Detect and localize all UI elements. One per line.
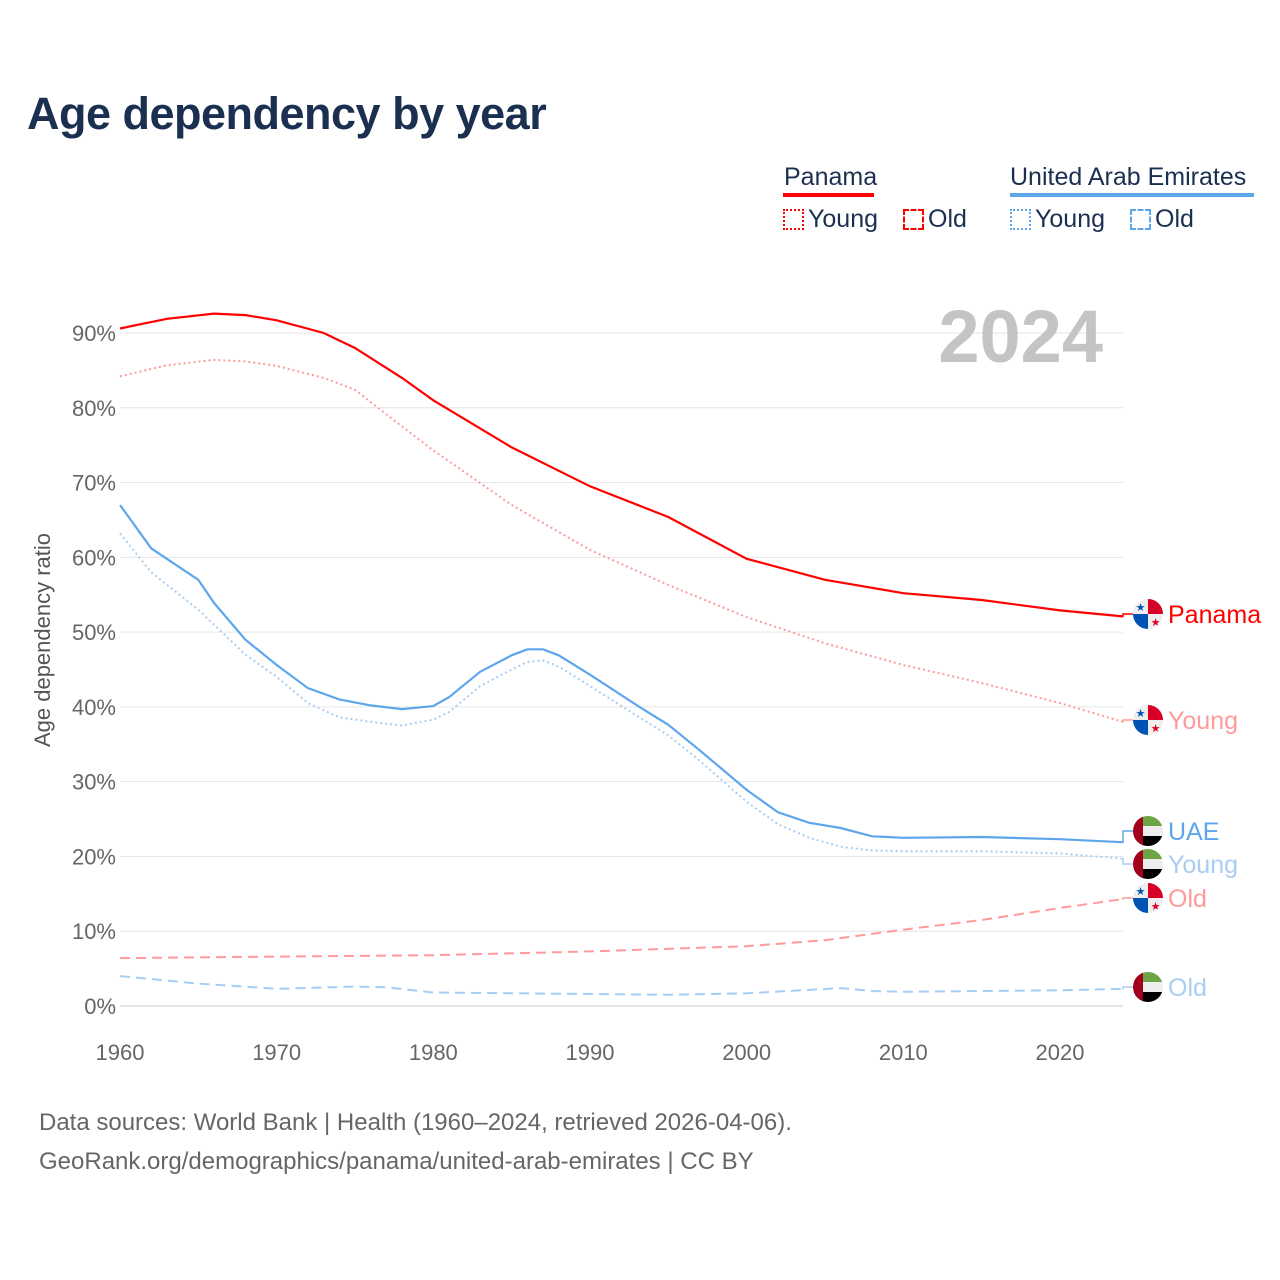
source-line-2[interactable]: GeoRank.org/demographics/panama/united-a… bbox=[39, 1148, 754, 1175]
svg-text:★: ★ bbox=[1136, 886, 1146, 898]
dashed-swatch-icon bbox=[1130, 209, 1151, 230]
y-tick-label: 20% bbox=[72, 844, 116, 869]
y-tick-label: 50% bbox=[72, 620, 116, 645]
legend-panama-old[interactable]: Old bbox=[903, 205, 967, 234]
series-line-panama[interactable] bbox=[119, 312, 1123, 618]
end-label: UAE bbox=[1168, 818, 1219, 846]
uae-flag-icon bbox=[1133, 849, 1163, 879]
series-line-uae-old[interactable] bbox=[119, 975, 1123, 996]
series-line-panama-young[interactable] bbox=[119, 358, 1123, 723]
legend-uae[interactable]: United Arab Emirates bbox=[1010, 163, 1247, 191]
svg-text:★: ★ bbox=[1151, 723, 1161, 735]
end-label: Young bbox=[1168, 851, 1238, 879]
x-tick-label: 2010 bbox=[879, 1040, 928, 1065]
end-label: Old bbox=[1168, 974, 1207, 1002]
y-tick-label: 70% bbox=[72, 471, 116, 496]
legend-uae-young[interactable]: Young bbox=[1010, 205, 1105, 234]
svg-text:★: ★ bbox=[1136, 708, 1146, 720]
y-tick-label: 90% bbox=[72, 321, 116, 346]
legend-panama-line bbox=[783, 193, 874, 197]
end-label: Old bbox=[1168, 885, 1207, 913]
label-connector bbox=[1122, 986, 1133, 990]
end-label: Young bbox=[1168, 707, 1238, 735]
y-tick-label: 80% bbox=[72, 396, 116, 421]
label-connector bbox=[1122, 719, 1133, 723]
dashed-swatch-icon bbox=[903, 209, 924, 230]
legend-label: Young bbox=[808, 205, 878, 233]
legend-panama[interactable]: Panama bbox=[784, 163, 878, 191]
legend-uae-old[interactable]: Old bbox=[1130, 205, 1194, 234]
label-connector bbox=[1122, 830, 1133, 843]
dotted-swatch-icon bbox=[783, 209, 804, 230]
label-connector bbox=[1122, 613, 1133, 618]
label-connector bbox=[1122, 857, 1133, 865]
y-axis-label: Age dependency ratio bbox=[30, 533, 55, 747]
series-line-uae[interactable] bbox=[119, 504, 1123, 844]
panama-flag-icon: ★★ bbox=[1133, 883, 1163, 913]
x-tick-label: 1960 bbox=[96, 1040, 145, 1065]
y-tick-label: 0% bbox=[84, 994, 116, 1019]
series-line-panama-old[interactable] bbox=[119, 898, 1123, 960]
svg-text:★: ★ bbox=[1136, 602, 1146, 614]
y-tick-label: 60% bbox=[72, 545, 116, 570]
x-tick-label: 2000 bbox=[722, 1040, 771, 1065]
x-tick-label: 1990 bbox=[566, 1040, 615, 1065]
year-watermark: 2024 bbox=[938, 295, 1103, 378]
y-tick-label: 40% bbox=[72, 695, 116, 720]
source-line-1: Data sources: World Bank | Health (1960–… bbox=[39, 1109, 792, 1136]
x-tick-label: 1970 bbox=[252, 1040, 301, 1065]
y-tick-label: 30% bbox=[72, 770, 116, 795]
panama-flag-icon: ★★ bbox=[1133, 599, 1163, 629]
svg-text:★: ★ bbox=[1151, 617, 1161, 629]
legend-label: Young bbox=[1035, 205, 1105, 233]
panama-flag-icon: ★★ bbox=[1133, 705, 1163, 735]
legend-uae-line bbox=[1010, 193, 1254, 197]
legend-label: Old bbox=[1155, 205, 1194, 233]
legend-panama-young[interactable]: Young bbox=[783, 205, 878, 234]
dotted-swatch-icon bbox=[1010, 209, 1031, 230]
uae-flag-icon bbox=[1133, 816, 1163, 846]
svg-text:★: ★ bbox=[1151, 901, 1161, 913]
legend-label: Old bbox=[928, 205, 967, 233]
x-tick-label: 1980 bbox=[409, 1040, 458, 1065]
y-tick-label: 10% bbox=[72, 919, 116, 944]
series-line-uae-young[interactable] bbox=[119, 532, 1123, 860]
x-tick-label: 2020 bbox=[1036, 1040, 1085, 1065]
end-label: Panama bbox=[1168, 601, 1261, 629]
chart-title: Age dependency by year bbox=[27, 88, 547, 139]
uae-flag-icon bbox=[1133, 972, 1163, 1002]
label-connector bbox=[1122, 897, 1133, 900]
